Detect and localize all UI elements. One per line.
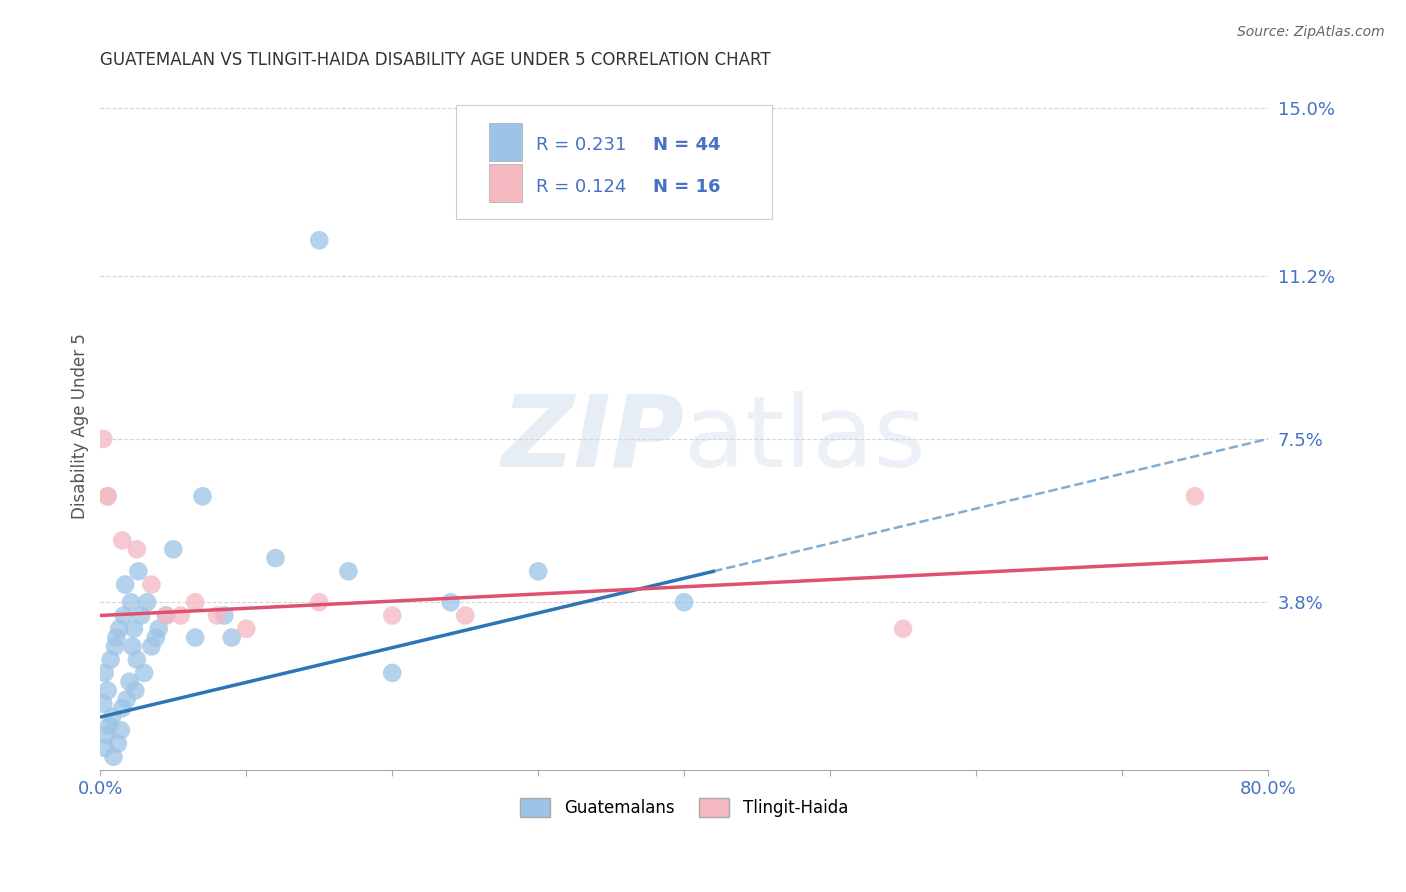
Y-axis label: Disability Age Under 5: Disability Age Under 5 [72, 333, 89, 518]
Point [124, 683, 146, 698]
Point [673, 595, 696, 609]
Point [141, 577, 163, 591]
Point [205, 608, 228, 623]
Point [184, 595, 207, 609]
Point [120, 595, 142, 609]
Point [108, 622, 131, 636]
Point [169, 608, 191, 623]
Text: N = 16: N = 16 [652, 178, 720, 195]
Text: GUATEMALAN VS TLINGIT-HAIDA DISABILITY AGE UNDER 5 CORRELATION CHART: GUATEMALAN VS TLINGIT-HAIDA DISABILITY A… [100, 51, 770, 69]
Point [93, 740, 115, 755]
Point [1184, 489, 1206, 503]
Point [97, 489, 120, 503]
Point [136, 595, 159, 609]
Point [97, 683, 120, 698]
Point [97, 489, 120, 503]
Point [191, 489, 214, 503]
Point [105, 631, 128, 645]
Point [93, 665, 115, 680]
Point [129, 608, 152, 623]
Point [107, 737, 129, 751]
Point [184, 631, 207, 645]
Point [337, 565, 360, 579]
Point [100, 653, 122, 667]
FancyBboxPatch shape [457, 105, 772, 219]
Point [221, 631, 243, 645]
Point [110, 723, 132, 738]
Point [527, 565, 550, 579]
Point [121, 640, 143, 654]
Point [308, 595, 330, 609]
Point [114, 577, 136, 591]
Point [439, 595, 461, 609]
Legend: Guatemalans, Tlingit-Haida: Guatemalans, Tlingit-Haida [513, 791, 855, 823]
Point [308, 233, 330, 247]
Point [162, 542, 184, 557]
Point [148, 622, 170, 636]
Point [98, 719, 121, 733]
Point [134, 665, 156, 680]
Point [91, 697, 114, 711]
Text: R = 0.231: R = 0.231 [536, 136, 626, 154]
Point [115, 692, 138, 706]
Point [111, 533, 134, 548]
Point [96, 728, 118, 742]
Point [214, 608, 236, 623]
Text: R = 0.124: R = 0.124 [536, 178, 626, 195]
Point [101, 710, 124, 724]
Point [381, 608, 404, 623]
Point [454, 608, 477, 623]
Point [122, 622, 145, 636]
Point [235, 622, 257, 636]
Point [112, 608, 135, 623]
Point [141, 640, 163, 654]
Point [104, 640, 127, 654]
Text: atlas: atlas [685, 391, 925, 488]
Point [264, 551, 287, 566]
Point [118, 674, 141, 689]
FancyBboxPatch shape [489, 164, 522, 202]
Point [155, 608, 177, 623]
Point [381, 665, 404, 680]
Text: Source: ZipAtlas.com: Source: ZipAtlas.com [1237, 25, 1385, 39]
Point [91, 432, 114, 446]
Point [155, 608, 177, 623]
Point [103, 749, 125, 764]
Point [125, 542, 148, 557]
Text: ZIP: ZIP [501, 391, 685, 488]
Point [111, 701, 134, 715]
Point [125, 653, 148, 667]
Text: N = 44: N = 44 [652, 136, 720, 154]
FancyBboxPatch shape [489, 123, 522, 161]
Point [145, 631, 167, 645]
Point [127, 565, 149, 579]
Point [891, 622, 914, 636]
